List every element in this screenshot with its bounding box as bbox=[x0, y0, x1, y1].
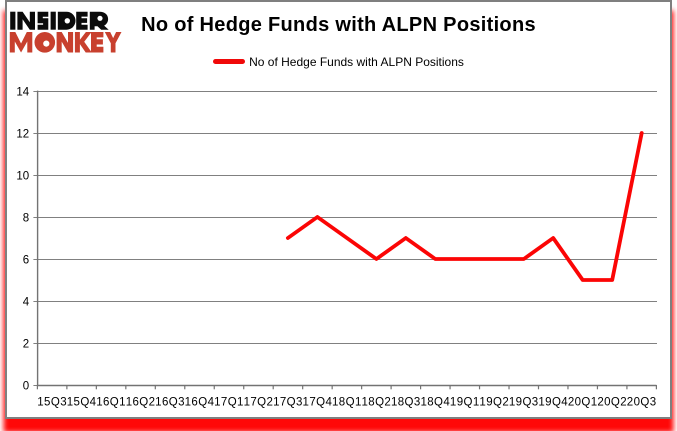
svg-text:4: 4 bbox=[23, 297, 30, 309]
svg-text:19Q1: 19Q1 bbox=[450, 397, 480, 409]
svg-text:6: 6 bbox=[23, 255, 29, 267]
svg-text:14: 14 bbox=[16, 87, 29, 99]
svg-text:8: 8 bbox=[23, 213, 29, 225]
svg-text:0: 0 bbox=[23, 381, 29, 393]
svg-text:16Q4: 16Q4 bbox=[185, 397, 215, 409]
svg-text:17Q4: 17Q4 bbox=[303, 397, 333, 409]
svg-text:19Q4: 19Q4 bbox=[538, 397, 568, 409]
svg-text:19Q2: 19Q2 bbox=[479, 397, 509, 409]
svg-text:15Q3: 15Q3 bbox=[37, 397, 67, 409]
svg-text:17Q1: 17Q1 bbox=[214, 397, 244, 409]
svg-text:12: 12 bbox=[16, 129, 29, 141]
svg-text:15Q4: 15Q4 bbox=[67, 397, 97, 409]
svg-text:16Q1: 16Q1 bbox=[96, 397, 126, 409]
svg-text:17Q2: 17Q2 bbox=[244, 397, 274, 409]
svg-text:19Q3: 19Q3 bbox=[509, 397, 539, 409]
svg-text:20Q2: 20Q2 bbox=[597, 397, 627, 409]
svg-text:18Q1: 18Q1 bbox=[332, 397, 362, 409]
svg-text:18Q4: 18Q4 bbox=[420, 397, 450, 409]
svg-text:17Q3: 17Q3 bbox=[273, 397, 303, 409]
svg-text:20Q1: 20Q1 bbox=[568, 397, 598, 409]
svg-text:18Q3: 18Q3 bbox=[391, 397, 421, 409]
svg-text:2: 2 bbox=[23, 339, 29, 351]
svg-text:18Q2: 18Q2 bbox=[362, 397, 392, 409]
svg-text:16Q2: 16Q2 bbox=[126, 397, 156, 409]
svg-text:16Q3: 16Q3 bbox=[155, 397, 185, 409]
svg-text:20Q3: 20Q3 bbox=[627, 397, 657, 409]
svg-text:10: 10 bbox=[16, 171, 29, 183]
